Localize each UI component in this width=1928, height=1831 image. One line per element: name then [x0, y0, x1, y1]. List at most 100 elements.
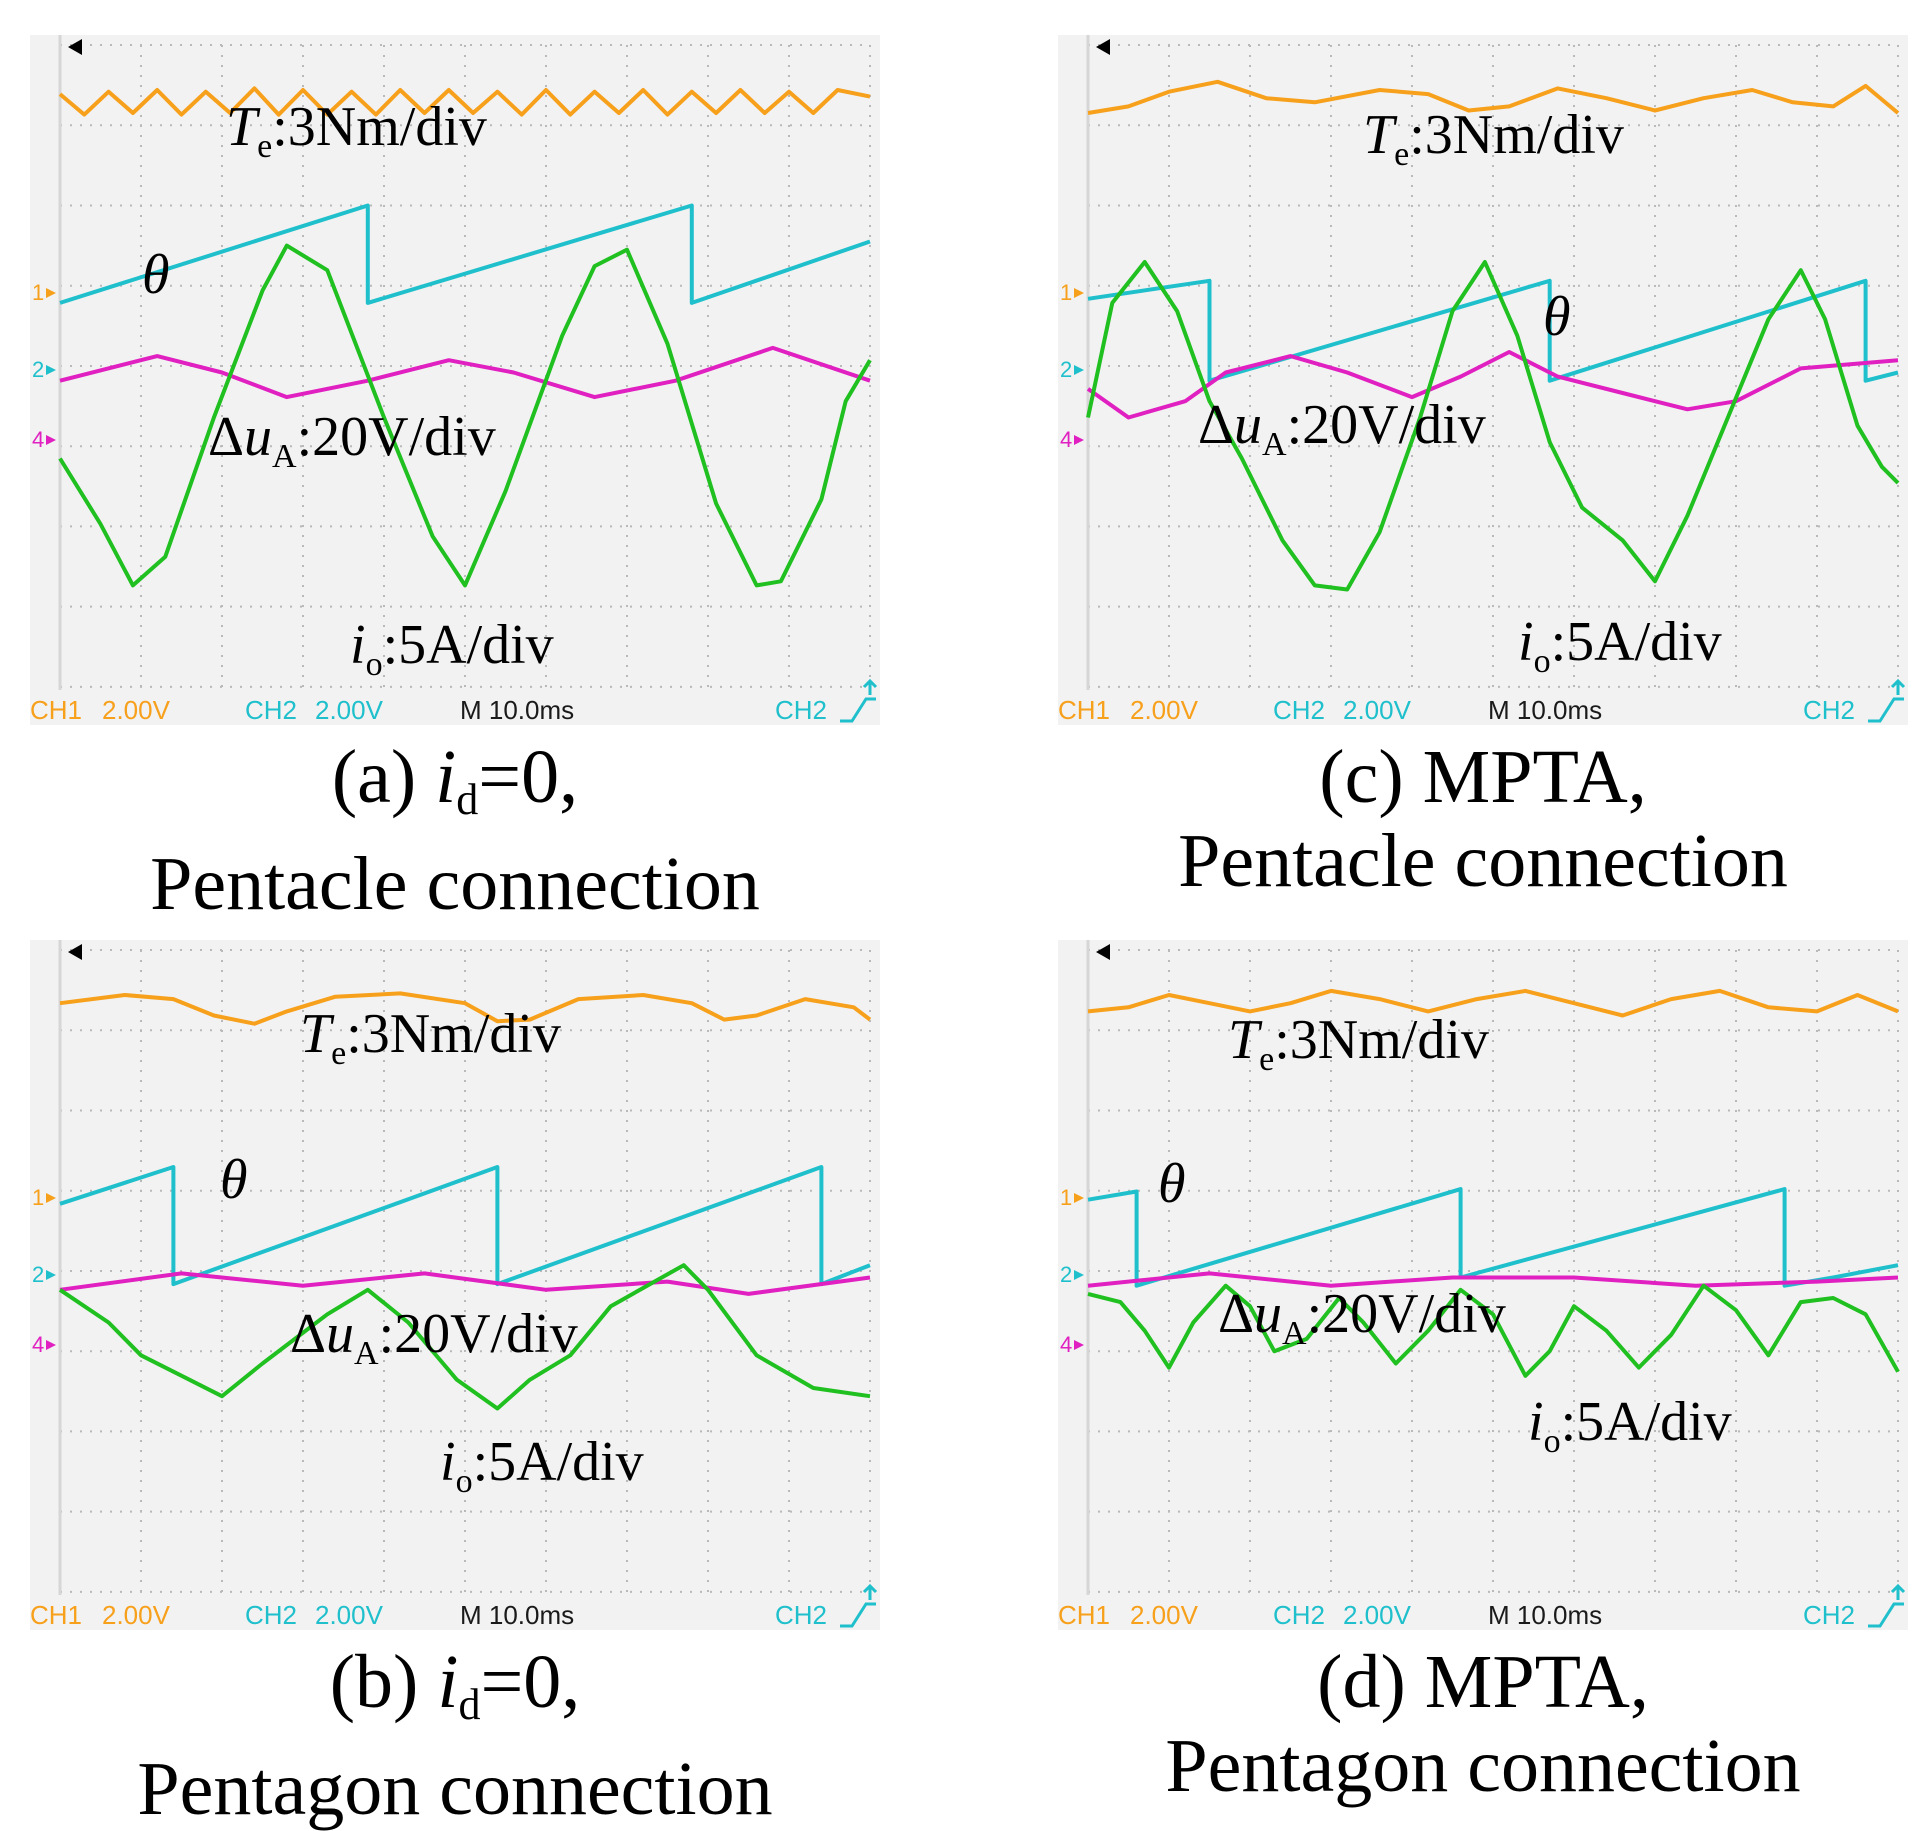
label-du-pre: Δ	[290, 1303, 326, 1365]
trigger-level-icon	[1890, 678, 1906, 695]
channel-arrow-4	[46, 1340, 56, 1350]
caption-prefix: (a)	[331, 735, 436, 819]
label-io-sym: i	[1528, 1391, 1544, 1453]
scope-screen: 1 2 4 Te:3Nm/div θ ΔuA:20V/div io:5A/div CH1 2…	[1058, 940, 1908, 1630]
footer-trigger: CH2	[1803, 1600, 1855, 1630]
channel-arrow-1	[1074, 1193, 1084, 1203]
label-du-sub: A	[1282, 1315, 1307, 1352]
footer-ch2: CH2	[245, 1600, 297, 1630]
caption-prefix: (c) MPTA,	[1319, 735, 1647, 819]
label-io-sub: o	[366, 646, 383, 683]
series-io	[1086, 260, 1900, 592]
label-du-sub: A	[354, 1335, 379, 1372]
label-io-rest: :5A/div	[1551, 611, 1722, 673]
series-Te	[1087, 79, 1900, 115]
label-te-sym: T	[1228, 1009, 1263, 1071]
label-du-rest: :20V/div	[1307, 1283, 1506, 1345]
caption-var: i	[435, 735, 457, 819]
trigger-edge-icon	[1868, 1602, 1904, 1628]
footer-ch1: CH1	[30, 695, 82, 725]
footer-timebase: M 10.0ms	[1488, 1600, 1602, 1630]
footer-ch2: CH2	[1273, 1600, 1325, 1630]
channel-marker-2: 2	[32, 1262, 44, 1287]
footer-ch2-scale: 2.00V	[315, 695, 384, 725]
series-du	[59, 1271, 871, 1296]
footer-ch1-scale: 2.00V	[1130, 1600, 1199, 1630]
label-te-rest: :3Nm/div	[346, 1003, 561, 1065]
caption-var: i	[437, 1640, 459, 1724]
footer-ch1-scale: 2.00V	[102, 695, 171, 725]
footer: CH1 2.00V CH2 2.00V M 10.0ms CH2	[1058, 678, 1908, 725]
series-layer	[58, 991, 872, 1411]
channel-marker-1: 1	[32, 280, 44, 305]
series-Te	[58, 86, 871, 117]
label-du: ΔuA:20V/div	[1198, 394, 1486, 463]
channel-marker-2: 2	[32, 357, 44, 382]
label-du-pre: Δ	[1198, 394, 1234, 456]
label-du-pre: Δ	[208, 406, 244, 468]
grid	[58, 940, 871, 1595]
footer-bg	[1058, 693, 1908, 725]
channel-arrow-1	[46, 288, 56, 298]
panel-caption: (c) MPTA, Pentacle connection	[1058, 735, 1908, 903]
channel-arrow-2	[46, 365, 56, 375]
label-io: io:5A/div	[1528, 1391, 1732, 1460]
footer-ch1-scale: 2.00V	[1130, 695, 1199, 725]
label-theta: θ	[220, 1149, 248, 1211]
grid	[1086, 940, 1899, 1595]
series-theta	[59, 1165, 871, 1287]
label-io-rest: :5A/div	[383, 614, 554, 676]
footer-trigger: CH2	[775, 695, 827, 725]
channel-arrow-4	[1074, 1340, 1084, 1350]
series-du	[1086, 350, 1899, 420]
caption-sub: d	[458, 1680, 481, 1729]
channel-marker-2: 2	[1060, 357, 1072, 382]
label-io: io:5A/div	[350, 614, 554, 683]
label-te: Te:3Nm/div	[1228, 1009, 1489, 1078]
footer-ch2-scale: 2.00V	[1343, 1600, 1412, 1630]
trigger-edge-icon	[1868, 697, 1904, 723]
panel-d: 1 2 4 Te:3Nm/div θ ΔuA:20V/div io:5A/div CH1 2…	[1058, 940, 1908, 1808]
label-theta-sym: θ	[1158, 1153, 1186, 1215]
scope-screen: 1 2 4 Te:3Nm/div θ ΔuA:20V/div io:5A/div CH1 2…	[30, 35, 880, 725]
footer-ch2: CH2	[245, 695, 297, 725]
label-te: Te:3Nm/div	[1363, 104, 1624, 173]
label-io-rest: :5A/div	[1561, 1391, 1732, 1453]
footer-timebase: M 10.0ms	[460, 1600, 574, 1630]
label-te-rest: :3Nm/div	[1409, 104, 1624, 166]
label-te-sub: e	[1394, 136, 1409, 173]
trigger-position-icon	[68, 944, 82, 960]
trigger-position-icon	[1096, 39, 1110, 55]
footer-bg	[30, 1598, 880, 1630]
label-du: ΔuA:20V/div	[1218, 1283, 1506, 1352]
scope-screen: 1 2 4 Te:3Nm/div θ ΔuA:20V/div io:5A/div CH1 2…	[30, 940, 880, 1630]
label-te-rest: :3Nm/div	[1274, 1009, 1489, 1071]
marker-layer: 1 2 4	[1060, 944, 1110, 1357]
footer-bg	[30, 693, 880, 725]
trigger-edge-icon	[840, 697, 876, 723]
channel-marker-4: 4	[32, 427, 44, 452]
footer-timebase: M 10.0ms	[460, 695, 574, 725]
label-te-sub: e	[257, 128, 272, 165]
panel-caption: (b) id=0, Pentagon connection	[30, 1640, 880, 1831]
trigger-level-icon	[862, 678, 878, 695]
label-io-sub: o	[456, 1463, 473, 1500]
channel-marker-4: 4	[1060, 427, 1072, 452]
marker-layer: 1 2 4	[1060, 39, 1110, 452]
label-theta-sym: θ	[220, 1149, 248, 1211]
footer-timebase: M 10.0ms	[1488, 695, 1602, 725]
channel-arrow-1	[46, 1193, 56, 1203]
series-io	[58, 1263, 871, 1411]
label-layer: Te:3Nm/div θ ΔuA:20V/div io:5A/div	[1158, 1009, 1732, 1460]
marker-layer: 1 2 4	[32, 39, 82, 452]
footer-bg	[1058, 1598, 1908, 1630]
label-du-rest: :20V/div	[1287, 394, 1486, 456]
label-te: Te:3Nm/div	[300, 1003, 561, 1072]
label-du-sub: A	[1262, 426, 1287, 463]
label-layer: Te:3Nm/div θ ΔuA:20V/div io:5A/div	[220, 1003, 644, 1500]
label-io-sym: i	[1518, 611, 1534, 673]
channel-arrow-4	[1074, 435, 1084, 445]
channel-marker-1: 1	[32, 1185, 44, 1210]
label-theta-sym: θ	[142, 244, 170, 306]
